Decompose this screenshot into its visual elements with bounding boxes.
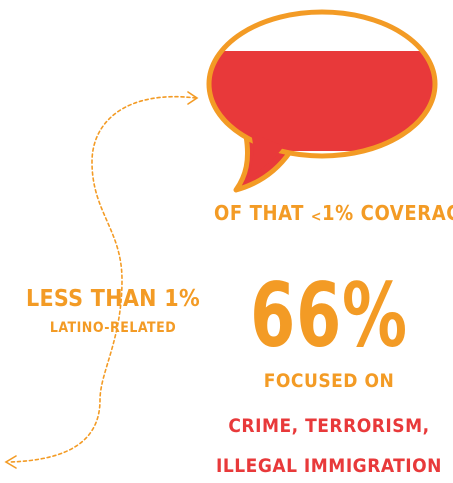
coverage-pre: OF THAT bbox=[214, 201, 311, 225]
big-percentage: 66% bbox=[250, 264, 408, 367]
arrowhead-bottom bbox=[4, 455, 17, 469]
arrowhead-top bbox=[187, 91, 199, 105]
left-stat-subline: LATINO-RELATED bbox=[49, 320, 177, 336]
left-stat-headline: LESS THAN 1% bbox=[26, 286, 200, 312]
coverage-less-than: < bbox=[310, 209, 323, 225]
coverage-post: 1% COVERAGE bbox=[322, 201, 453, 225]
dotted-arrow-path bbox=[9, 96, 197, 463]
coverage-heading: OF THAT <1% COVERAGE bbox=[214, 201, 453, 225]
focused-on-label: FOCUSED ON bbox=[263, 370, 395, 392]
speech-bubble-icon bbox=[206, 9, 438, 193]
topics-line-1: CRIME, TERRORISM, bbox=[228, 415, 430, 437]
dotted-double-arrow-icon bbox=[4, 91, 199, 469]
speech-bubble-outline bbox=[206, 9, 438, 159]
speech-bubble-tail-seam bbox=[246, 133, 284, 178]
topics-line-2: ILLEGAL IMMIGRATION bbox=[216, 455, 442, 477]
speech-bubble-fill bbox=[209, 51, 435, 151]
